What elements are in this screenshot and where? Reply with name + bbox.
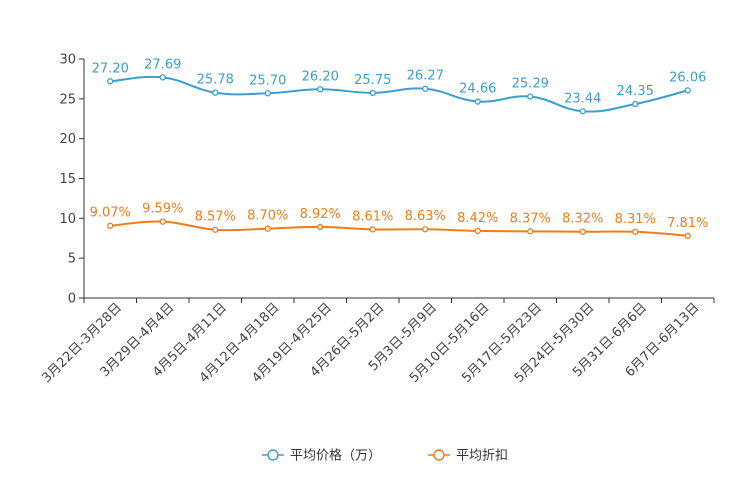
data-label: 8.31% — [615, 212, 656, 227]
data-point — [317, 223, 324, 231]
y-tick-label: 10 — [59, 212, 76, 227]
series-line — [110, 75, 689, 113]
legend-marker — [433, 449, 445, 461]
data-point — [579, 108, 586, 115]
legend-item-2: 平均折扣 — [428, 449, 508, 464]
data-point — [159, 74, 166, 81]
data-point — [369, 89, 376, 97]
data-label: 9.07% — [90, 206, 131, 221]
data-label: 8.57% — [195, 210, 236, 225]
data-label: 25.75 — [354, 73, 391, 88]
data-label: 27.69 — [144, 57, 181, 72]
data-point — [264, 90, 271, 97]
data-point — [684, 232, 691, 239]
y-tick-label: 5 — [68, 252, 76, 267]
y-tick-label: 25 — [59, 92, 76, 107]
legend: 平均价格（万） 平均折扣 — [262, 448, 508, 464]
legend-label: 平均折扣 — [456, 449, 508, 464]
data-label: 8.61% — [352, 209, 393, 224]
data-point — [317, 86, 324, 93]
legend-item-1: 平均价格（万） — [262, 448, 381, 464]
data-label: 8.42% — [457, 211, 498, 226]
data-point — [422, 85, 429, 92]
data-point — [684, 87, 691, 94]
data-label: 8.92% — [300, 207, 341, 222]
data-point — [212, 226, 219, 233]
data-point — [369, 226, 376, 233]
data-label: 23.44 — [564, 91, 601, 106]
series-1: 27.20 27.69 25.78 25.70 26.20 25.75 26.27 24.66… — [92, 57, 706, 115]
data-point — [527, 93, 534, 100]
data-label: 8.63% — [405, 209, 446, 224]
data-label: 27.20 — [92, 61, 129, 76]
legend-marker — [267, 449, 279, 461]
data-label: 26.20 — [302, 69, 339, 84]
data-label: 26.06 — [669, 70, 706, 85]
data-label: 8.70% — [247, 209, 288, 224]
y-tick-label: 20 — [59, 132, 76, 147]
data-point — [212, 89, 219, 96]
data-label: 8.37% — [510, 211, 551, 226]
data-label: 25.29 — [512, 77, 549, 92]
data-label: 8.32% — [562, 212, 603, 227]
data-label: 7.81% — [667, 216, 708, 231]
series-2: 9.07% 9.59% 8.57% 8.70% 8.92% 8.61% 8.63% 8.42%… — [90, 202, 708, 239]
data-point — [474, 227, 481, 235]
data-point — [264, 225, 271, 232]
y-tick-label: 15 — [59, 172, 76, 187]
data-point — [632, 228, 639, 235]
data-point — [107, 78, 114, 85]
data-label: 26.27 — [407, 69, 444, 84]
data-point — [632, 100, 639, 108]
data-point — [579, 228, 586, 235]
data-point — [474, 98, 481, 105]
data-point — [422, 226, 429, 233]
y-tick-label: 0 — [68, 292, 76, 307]
data-label: 25.78 — [197, 73, 234, 88]
legend-label: 平均价格（万） — [290, 448, 381, 464]
data-point — [527, 228, 534, 235]
series-line — [110, 220, 688, 237]
y-tick-label: 30 — [59, 53, 76, 68]
data-label: 24.35 — [617, 84, 654, 99]
data-point — [107, 222, 114, 229]
data-label: 9.59% — [142, 202, 183, 217]
data-point — [159, 218, 166, 225]
data-label: 24.66 — [459, 82, 496, 97]
data-label: 25.70 — [249, 73, 286, 88]
